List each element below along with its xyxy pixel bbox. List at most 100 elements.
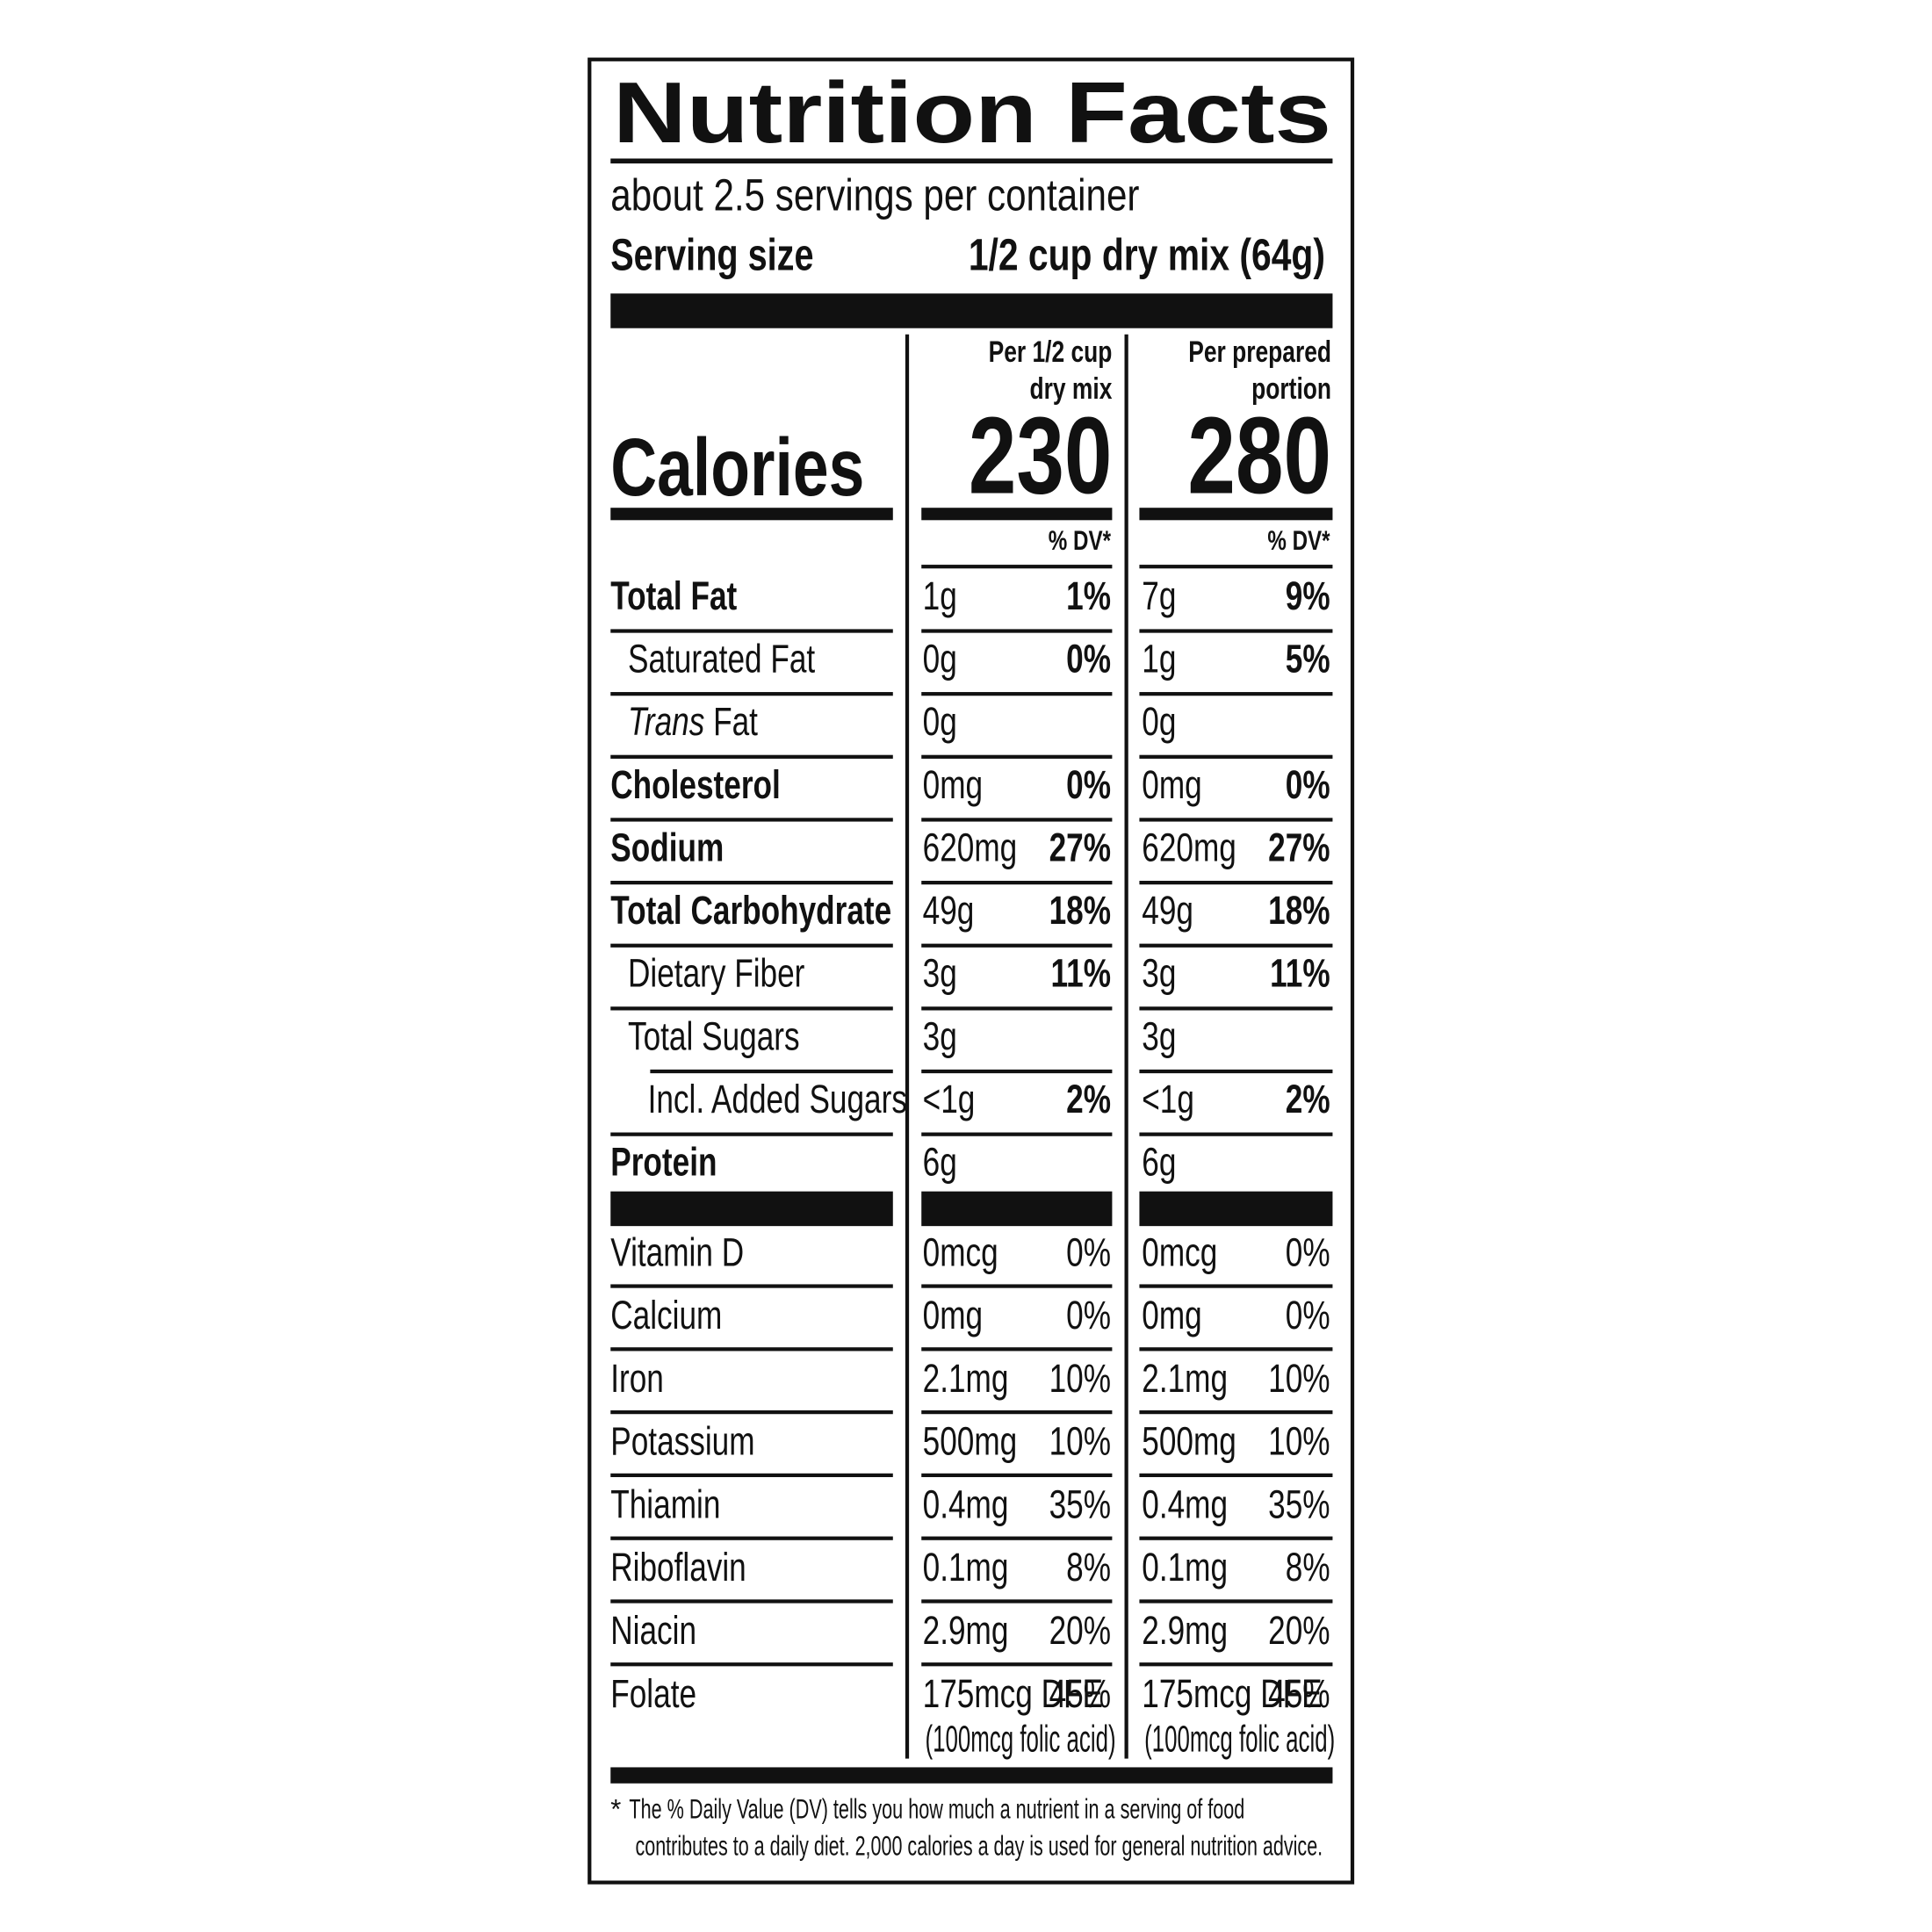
rule — [650, 1069, 893, 1074]
amount: 500mg — [923, 1419, 1018, 1464]
amount: 2.9mg — [1142, 1608, 1228, 1653]
amount: 175mcg DFE — [923, 1671, 1103, 1716]
daily-value: 8% — [1286, 1545, 1330, 1590]
daily-value: 0% — [1066, 1293, 1111, 1337]
rule — [610, 818, 893, 822]
nutrient-name: Cholesterol — [610, 762, 781, 807]
rule — [921, 1284, 1113, 1288]
amount: 2.9mg — [923, 1608, 1009, 1653]
rule — [1139, 943, 1333, 948]
amount: 1g — [1142, 636, 1176, 681]
daily-value: 2% — [1066, 1077, 1111, 1121]
serving-size-label: Serving size — [610, 229, 813, 279]
text-part: Fat — [704, 699, 758, 744]
daily-value: 45% — [1268, 1671, 1330, 1716]
rule — [610, 880, 893, 885]
daily-value: 10% — [1049, 1419, 1111, 1464]
dv-header: % DV* — [1049, 525, 1112, 556]
daily-value: 11% — [1270, 951, 1330, 996]
vitamin-name: Thiamin — [610, 1481, 720, 1526]
rule — [1139, 1599, 1333, 1604]
rule — [610, 692, 893, 696]
rule — [921, 1536, 1113, 1540]
column-header: dry mix — [1030, 372, 1113, 406]
daily-value: 20% — [1049, 1608, 1111, 1653]
rule — [921, 880, 1113, 885]
amount: 0.1mg — [1142, 1545, 1228, 1590]
serving-size-value: 1/2 cup dry mix (64g) — [969, 229, 1325, 279]
column-divider — [905, 334, 910, 1759]
daily-value: 35% — [1049, 1481, 1111, 1526]
vitamin-name: Riboflavin — [610, 1545, 746, 1590]
daily-value: 18% — [1268, 888, 1330, 933]
amount: 620mg — [923, 825, 1018, 869]
rule — [610, 629, 893, 633]
amount: 1g — [923, 573, 957, 618]
amount: 2.1mg — [1142, 1356, 1228, 1401]
amount: 0.4mg — [923, 1481, 1009, 1526]
amount: 500mg — [1142, 1419, 1236, 1464]
amount: 0mcg — [923, 1229, 998, 1274]
nutrient-name: Total Sugars — [628, 1013, 800, 1058]
rule — [610, 1284, 893, 1288]
rule — [610, 754, 893, 759]
daily-value: 10% — [1268, 1356, 1330, 1401]
amount: 620mg — [1142, 825, 1236, 869]
amount: 0g — [923, 699, 957, 744]
calories-label: Calories — [610, 422, 864, 513]
dv-header: % DV* — [1267, 525, 1330, 556]
daily-value: 18% — [1049, 888, 1111, 933]
rule — [1139, 565, 1333, 569]
title: Nutrition Facts — [613, 64, 1331, 161]
thick-bar — [610, 1191, 893, 1227]
amount: 0mg — [1142, 762, 1201, 807]
footnote-marker: * — [610, 1793, 621, 1824]
vitamin-name: Vitamin D — [610, 1229, 744, 1274]
calories-value: 280 — [1187, 395, 1331, 516]
rule — [1139, 1347, 1333, 1352]
rule — [610, 1132, 893, 1136]
amount: 49g — [923, 888, 975, 933]
rule — [921, 754, 1113, 759]
rule — [610, 1006, 893, 1011]
amount: 0.1mg — [923, 1545, 1009, 1590]
rule — [921, 943, 1113, 948]
daily-value: 0% — [1286, 762, 1330, 807]
vitamin-name: Iron — [610, 1356, 664, 1401]
calories-value: 230 — [969, 395, 1113, 516]
rule — [1139, 1410, 1333, 1415]
thick-rule — [1139, 508, 1333, 521]
rule — [921, 1662, 1113, 1667]
servings: about 2.5 servings per container — [610, 170, 1139, 220]
nutrient-name: Protein — [610, 1140, 717, 1185]
rule — [1139, 818, 1333, 822]
amount: 3g — [1142, 1013, 1176, 1058]
thick-bar — [921, 1191, 1113, 1227]
rule — [921, 1347, 1113, 1352]
nutrient-name: Sodium — [610, 825, 724, 869]
amount: 3g — [923, 951, 957, 996]
rule — [921, 1599, 1113, 1604]
rule — [1139, 1662, 1333, 1667]
daily-value: 11% — [1051, 951, 1111, 996]
rule — [921, 1410, 1113, 1415]
rule — [921, 692, 1113, 696]
amount: 0g — [1142, 699, 1176, 744]
nutrient-name: Incl. Added Sugars — [648, 1077, 907, 1121]
label-border — [588, 57, 1355, 1885]
nutrient-name: Saturated Fat — [628, 636, 816, 681]
rule — [1139, 1284, 1333, 1288]
rule — [921, 629, 1113, 633]
thick-bar — [1139, 1191, 1333, 1227]
daily-value: 0% — [1066, 636, 1111, 681]
rule — [1139, 880, 1333, 885]
rule — [921, 1006, 1113, 1011]
nutrient-name: Total Fat — [610, 573, 737, 618]
daily-value: 5% — [1286, 636, 1330, 681]
thick-bar — [610, 293, 1333, 328]
daily-value: 1% — [1066, 573, 1111, 618]
vitamin-name: Calcium — [610, 1293, 722, 1337]
vitamin-name: Potassium — [610, 1419, 754, 1464]
